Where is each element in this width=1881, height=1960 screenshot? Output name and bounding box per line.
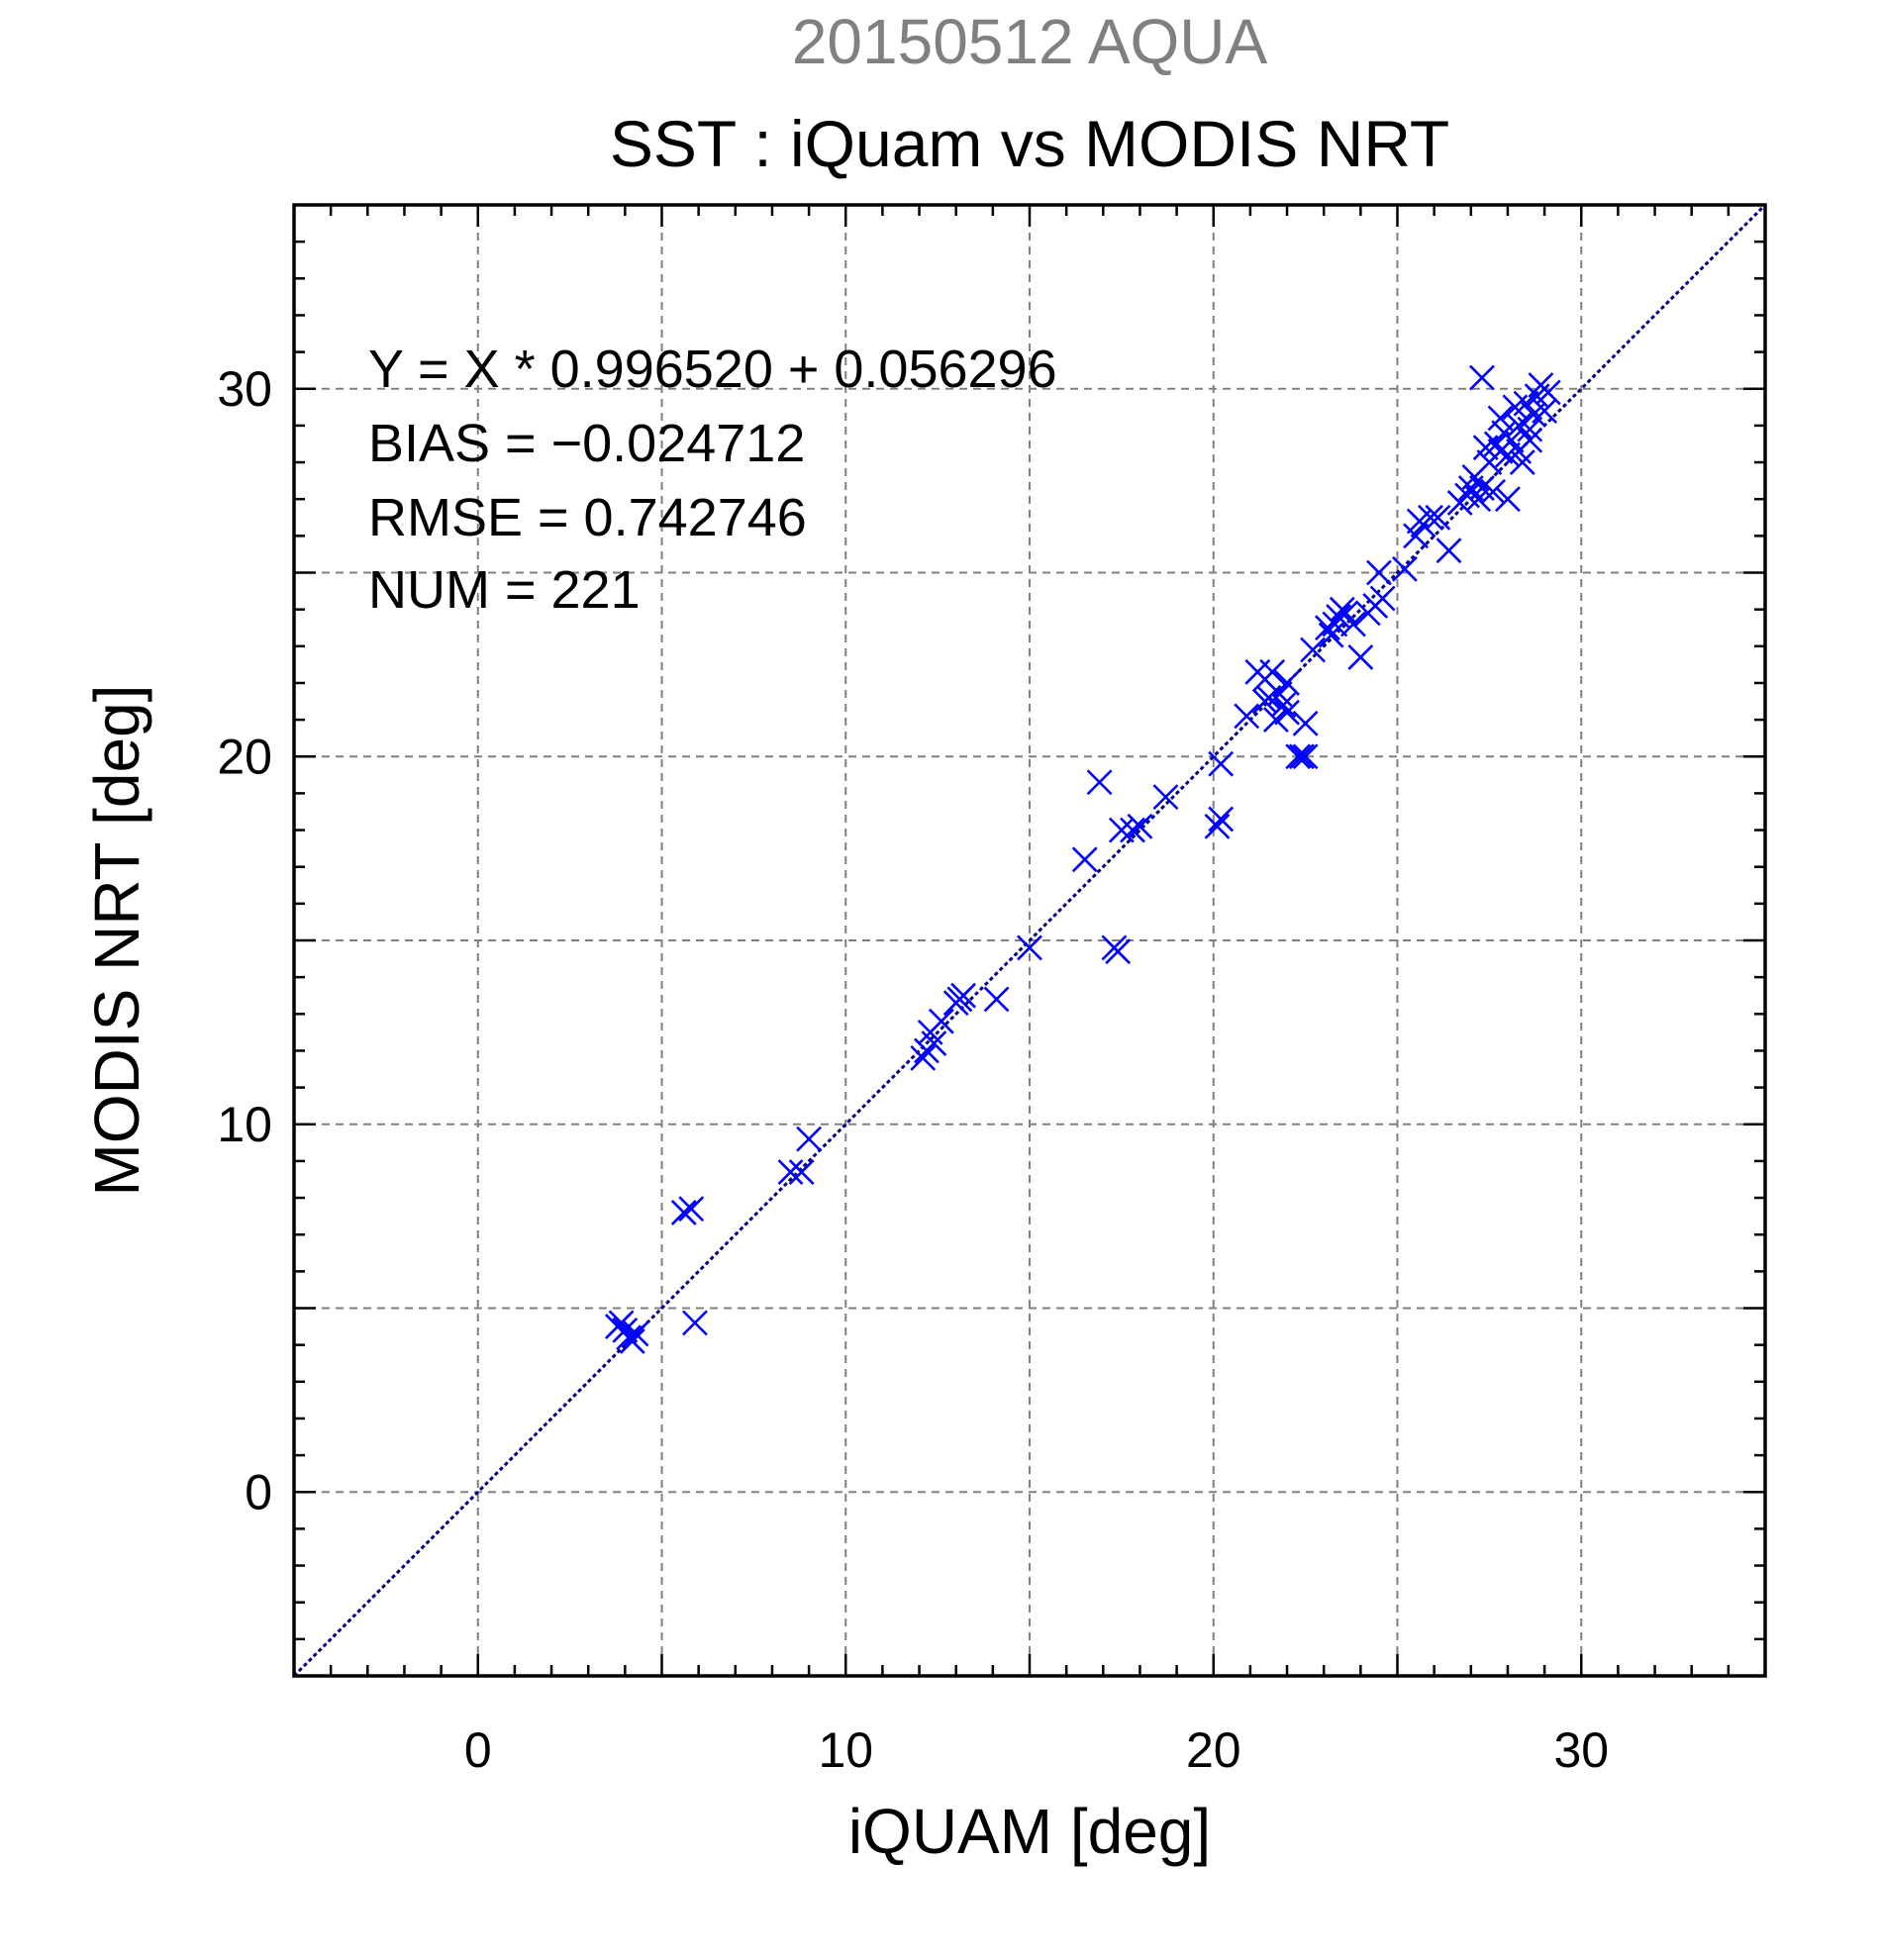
data-point: [1469, 364, 1495, 391]
data-point: [928, 1008, 954, 1034]
data-point: [1498, 427, 1525, 453]
data-point: [1418, 504, 1443, 531]
data-point: [1127, 813, 1153, 839]
data-point: [1120, 817, 1145, 843]
data-point: [921, 1030, 947, 1056]
axis-ticks: [292, 203, 1767, 1678]
data-point: [1285, 743, 1312, 770]
bias-value: BIAS = −0.024712: [368, 414, 805, 473]
data-point: [1369, 585, 1396, 612]
data-point: [1262, 707, 1289, 734]
data-point: [1509, 449, 1535, 475]
x-tick-label: 0: [464, 1722, 492, 1778]
num-value: NUM = 221: [368, 560, 641, 620]
data-point: [1234, 703, 1260, 730]
data-point: [1108, 817, 1135, 843]
data-point: [623, 1321, 649, 1347]
y-tick-label: 20: [217, 729, 272, 784]
data-point: [670, 1199, 697, 1225]
data-point: [1152, 784, 1179, 811]
data-point: [1292, 743, 1319, 770]
data-point: [1288, 743, 1315, 770]
y-tick-label: 0: [245, 1464, 272, 1519]
data-point: [1326, 604, 1351, 630]
data-point: [950, 982, 977, 1009]
data-point: [1513, 390, 1539, 417]
data-point: [1105, 938, 1132, 965]
data-point: [1300, 637, 1326, 663]
y-tick-label: 10: [217, 1097, 272, 1152]
data-point: [1340, 611, 1366, 637]
data-point: [1292, 710, 1319, 736]
x-tick-label: 10: [818, 1722, 873, 1778]
x-tick-label: 30: [1553, 1722, 1609, 1778]
data-point: [1495, 486, 1521, 513]
data-point: [1274, 699, 1300, 726]
data-point: [1333, 600, 1359, 627]
data-point: [1270, 692, 1297, 719]
data-point: [1274, 670, 1300, 696]
rmse-value: RMSE = 0.742746: [368, 488, 807, 547]
data-point: [777, 1159, 804, 1185]
data-point: [796, 1126, 823, 1152]
data-point: [1534, 379, 1561, 406]
data-point: [1347, 644, 1374, 670]
data-point: [1436, 538, 1462, 564]
y-axis-label: MODIS NRT [deg]: [81, 685, 152, 1197]
data-point: [1403, 523, 1429, 549]
data-point: [788, 1159, 815, 1185]
data-point: [678, 1196, 705, 1223]
x-tick-label: 20: [1186, 1722, 1241, 1778]
y-tick-label: 30: [217, 361, 272, 417]
data-points: [605, 364, 1561, 1354]
plot-frame: [292, 203, 1767, 1678]
stats-annotation: Y = X * 0.996520 + 0.056296 BIAS = −0.02…: [368, 340, 1057, 620]
data-point: [608, 1310, 635, 1336]
data-point: [1392, 555, 1418, 582]
data-point: [1517, 427, 1543, 453]
chart-date-title: 20150512 AQUA: [792, 6, 1268, 77]
data-point: [1208, 750, 1235, 777]
data-point: [1017, 934, 1042, 961]
data-point: [1208, 806, 1235, 833]
data-point: [1086, 769, 1113, 796]
data-point: [1204, 813, 1231, 839]
data-point: [1259, 658, 1286, 685]
data-point: [619, 1328, 645, 1354]
chart-title: SST : iQuam vs MODIS NRT: [610, 107, 1449, 180]
data-point: [1071, 846, 1098, 873]
data-point: [1480, 478, 1507, 505]
data-point: [1487, 405, 1514, 432]
tick-labels: 0 10 20 30 0 10 20 30: [217, 361, 1609, 1778]
x-axis-label: iQUAM [deg]: [848, 1796, 1211, 1867]
data-point: [682, 1310, 708, 1336]
regression-equation: Y = X * 0.996520 + 0.056296: [368, 340, 1057, 399]
data-point: [1425, 504, 1451, 531]
data-point: [1517, 416, 1543, 442]
data-point: [910, 1044, 937, 1071]
data-point: [1366, 559, 1392, 586]
data-point: [983, 986, 1010, 1013]
